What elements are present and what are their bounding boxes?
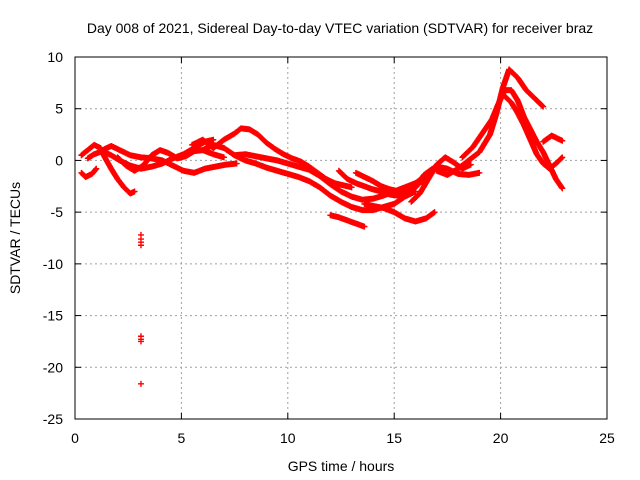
chart-title: Day 008 of 2021, Sidereal Day-to-day VTE… bbox=[87, 20, 593, 36]
y-tick-label: 0 bbox=[55, 152, 63, 168]
plus-markers-track-2 bbox=[78, 165, 100, 180]
x-tick-label: 15 bbox=[386, 430, 402, 446]
plus-markers-track-14 bbox=[408, 154, 474, 205]
x-axis-label: GPS time / hours bbox=[288, 458, 395, 474]
axis-ticks: 0 5 10 15 20 25 -25 -20 -15 -10 -5 0 5 10 bbox=[43, 49, 615, 446]
plus-markers-outliers bbox=[137, 231, 144, 387]
x-tick-label: 5 bbox=[178, 430, 186, 446]
x-tick-label: 10 bbox=[280, 430, 296, 446]
data-marks bbox=[78, 66, 566, 387]
y-tick-label: -5 bbox=[51, 204, 64, 220]
y-tick-label: -25 bbox=[43, 411, 63, 427]
x-tick-label: 0 bbox=[71, 430, 79, 446]
series-track-9 bbox=[327, 212, 368, 230]
plus-markers-track-9 bbox=[327, 212, 368, 230]
series-track-14 bbox=[408, 154, 474, 205]
series-track-7 bbox=[199, 141, 419, 214]
plus-markers-track-12 bbox=[361, 200, 438, 225]
y-tick-label: -10 bbox=[43, 256, 63, 272]
grid-layer bbox=[75, 57, 607, 419]
y-axis-label: SDTVAR / TECUs bbox=[7, 182, 23, 294]
plus-markers-track-5 bbox=[114, 147, 227, 174]
x-tick-label: 25 bbox=[599, 430, 615, 446]
plus-markers-track-7 bbox=[199, 141, 419, 214]
plot-frame bbox=[74, 56, 608, 420]
plus-markers-track-18 bbox=[540, 132, 566, 145]
series-track-5 bbox=[114, 147, 227, 174]
y-tick-label: -15 bbox=[43, 308, 63, 324]
y-tick-label: 5 bbox=[55, 101, 63, 117]
plus-markers-track-17 bbox=[501, 93, 566, 172]
series-track-12 bbox=[361, 200, 438, 225]
series-track-2 bbox=[78, 165, 100, 180]
x-tick-label: 20 bbox=[493, 430, 509, 446]
series-track-18 bbox=[540, 132, 566, 145]
series-track-17 bbox=[501, 93, 566, 172]
series-outliers bbox=[137, 231, 144, 387]
y-tick-label: -20 bbox=[43, 359, 63, 375]
y-tick-label: 10 bbox=[47, 49, 63, 65]
